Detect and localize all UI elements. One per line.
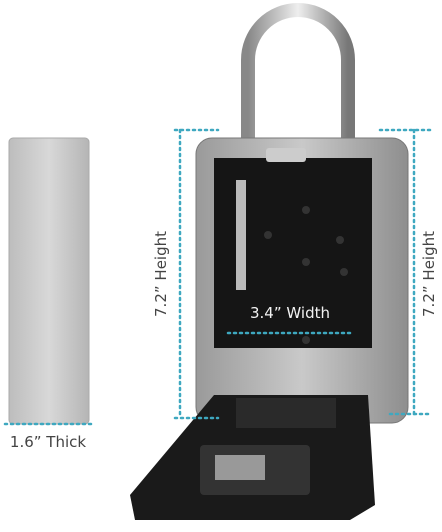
height-label: 7.2” Height (152, 231, 170, 317)
hook (236, 180, 246, 290)
dial (215, 455, 265, 480)
door-hinge (236, 398, 336, 428)
side-view (8, 137, 90, 425)
latch (266, 148, 306, 162)
shackle (241, 3, 355, 150)
holes (264, 206, 348, 344)
thickness-label: 1.6” Thick (10, 433, 86, 451)
width-label: 3.4” Width (250, 304, 330, 322)
height-label: 7.2” Height (420, 231, 438, 317)
dimension-lines (3, 128, 434, 426)
